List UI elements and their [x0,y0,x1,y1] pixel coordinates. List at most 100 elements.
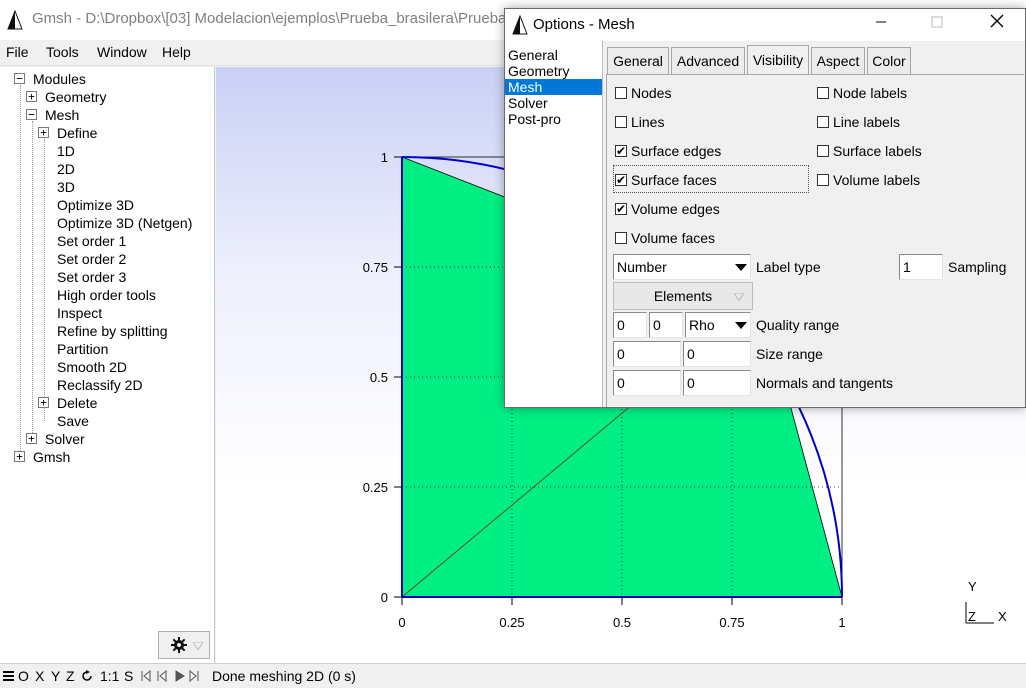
status-message: Done meshing 2D (0 s) [212,668,356,684]
tab-advanced[interactable]: Advanced [671,47,745,75]
close-button[interactable] [977,12,1017,36]
category-general[interactable]: General [508,47,558,63]
tree-item-set-order-3[interactable]: Set order 3 [57,269,127,285]
tree-item-2d[interactable]: 2D [57,161,75,177]
checkbox-box[interactable] [615,232,627,244]
y-tick-label: 0.25 [363,480,388,495]
checkbox-box[interactable] [615,116,627,128]
normals-tangents-label: Normals and tangents [756,375,893,391]
dropdown-arrow-icon [193,642,203,650]
window-title: Gmsh - D:\Dropbox\[03] Modelacion\ejempl… [32,10,507,27]
settings-menu-button[interactable] [158,631,210,659]
x-tick-label: 1 [838,615,845,630]
expand-icon[interactable]: + [14,451,25,462]
gear-icon [171,637,187,653]
axis-label-z: Z [968,609,976,624]
visibility-panel [606,74,1024,407]
collapse-icon[interactable]: − [26,109,37,120]
axes-indicator: Y Z X [965,579,1007,624]
expand-icon[interactable]: + [38,397,49,408]
animation-controls[interactable] [140,670,206,682]
tree-item-smooth-2d[interactable]: Smooth 2D [57,359,128,375]
tree-item-optimize-3d[interactable]: Optimize 3D [57,197,135,213]
label-type-label: Label type [756,259,821,275]
menu-window[interactable]: Window [97,44,147,60]
quality-measure-select[interactable]: Rho [685,312,751,338]
tree-item-partition[interactable]: Partition [57,341,109,357]
axis-label-y: Y [968,579,977,594]
maximize-icon [931,16,943,28]
tree-item-3d[interactable]: 3D [57,179,75,195]
tab-general[interactable]: General [607,47,669,75]
expand-icon[interactable]: + [26,433,37,444]
collapse-icon[interactable]: − [14,73,25,84]
checkmark-icon[interactable]: ✔ [615,144,627,158]
module-tree: − Modules + Geometry − Mesh + Define 1D … [0,67,215,663]
checkbox-box[interactable] [817,87,829,99]
tree-item-save[interactable]: Save [57,413,89,429]
quality-min-input[interactable]: 0 [613,312,647,338]
category-geometry[interactable]: Geometry [508,63,570,79]
checkmark-icon[interactable]: ✔ [615,202,627,216]
normals-input[interactable]: 0 [613,370,681,396]
view-y-button[interactable]: Y [51,668,61,684]
menu-file[interactable]: File [6,44,29,60]
label-type-select[interactable]: Number [613,254,751,280]
options-title: Options - Mesh [533,16,635,33]
tree-item-set-order-2[interactable]: Set order 2 [57,251,127,267]
tab-color[interactable]: Color [867,47,911,75]
sampling-label: Sampling [948,259,1007,275]
expand-icon[interactable]: + [38,127,49,138]
tree-item-high-order-tools[interactable]: High order tools [57,287,156,303]
dropdown-arrow-icon [735,322,747,329]
category-solver[interactable]: Solver [508,95,548,111]
gmsh-logo-icon [7,10,23,30]
tree-guide [44,139,45,421]
checkbox-box[interactable] [817,174,829,186]
tree-guide [20,85,21,457]
quality-range-label: Quality range [756,317,840,333]
tree-item-refine-by-splitting[interactable]: Refine by splitting [57,323,168,339]
x-tick-label: 0.75 [719,615,744,630]
checkmark-icon[interactable]: ✔ [615,173,627,187]
checkbox-box[interactable] [615,87,627,99]
tab-visibility[interactable]: Visibility [747,45,809,75]
axis-label-x: X [998,609,1007,624]
tick-marks [394,156,843,605]
y-tick-label: 0.5 [370,370,388,385]
minimize-button[interactable] [861,12,901,36]
size-max-input[interactable]: 0 [683,341,751,367]
view-x-button[interactable]: X [35,668,45,684]
tangents-input[interactable]: 0 [683,370,751,396]
expand-icon[interactable]: + [26,91,37,102]
tree-item-set-order-1[interactable]: Set order 1 [57,233,127,249]
select-button[interactable]: S [124,668,134,684]
elements-menu-button[interactable]: Elements [613,282,753,310]
maximize-button[interactable] [917,12,957,36]
sampling-input[interactable]: 1 [899,254,943,280]
quality-max-input[interactable]: 0 [649,312,683,338]
checkbox-box[interactable] [817,116,829,128]
scale-1to1-button[interactable]: 1:1 [100,668,120,684]
checkbox-box[interactable] [817,145,829,157]
menu-tools[interactable]: Tools [46,44,79,60]
size-min-input[interactable]: 0 [613,341,681,367]
tree-item-inspect[interactable]: Inspect [57,305,103,321]
rotate-icon[interactable] [81,670,93,682]
tree-item-reclassify-2d[interactable]: Reclassify 2D [57,377,143,393]
options-titlebar: Options - Mesh [505,9,1025,41]
category-post-pro[interactable]: Post-pro [508,111,561,127]
options-category-list: General Geometry Mesh Solver Post-pro [505,41,603,407]
dropdown-arrow-icon [734,293,744,301]
view-z-button[interactable]: Z [66,668,75,684]
menu-help[interactable]: Help [162,44,191,60]
tree-item-1d[interactable]: 1D [57,143,75,159]
y-tick-label: 0 [381,590,388,605]
message-console-icon[interactable] [3,671,14,681]
category-mesh[interactable]: Mesh [505,79,602,95]
options-dialog: Options - Mesh General Geometry Mesh Sol… [504,8,1026,408]
tab-aspect[interactable]: Aspect [811,47,865,75]
view-reset-button[interactable]: O [18,668,29,684]
y-tick-label: 1 [381,150,388,165]
tree-item-optimize-3d-netgen[interactable]: Optimize 3D (Netgen) [57,215,193,231]
